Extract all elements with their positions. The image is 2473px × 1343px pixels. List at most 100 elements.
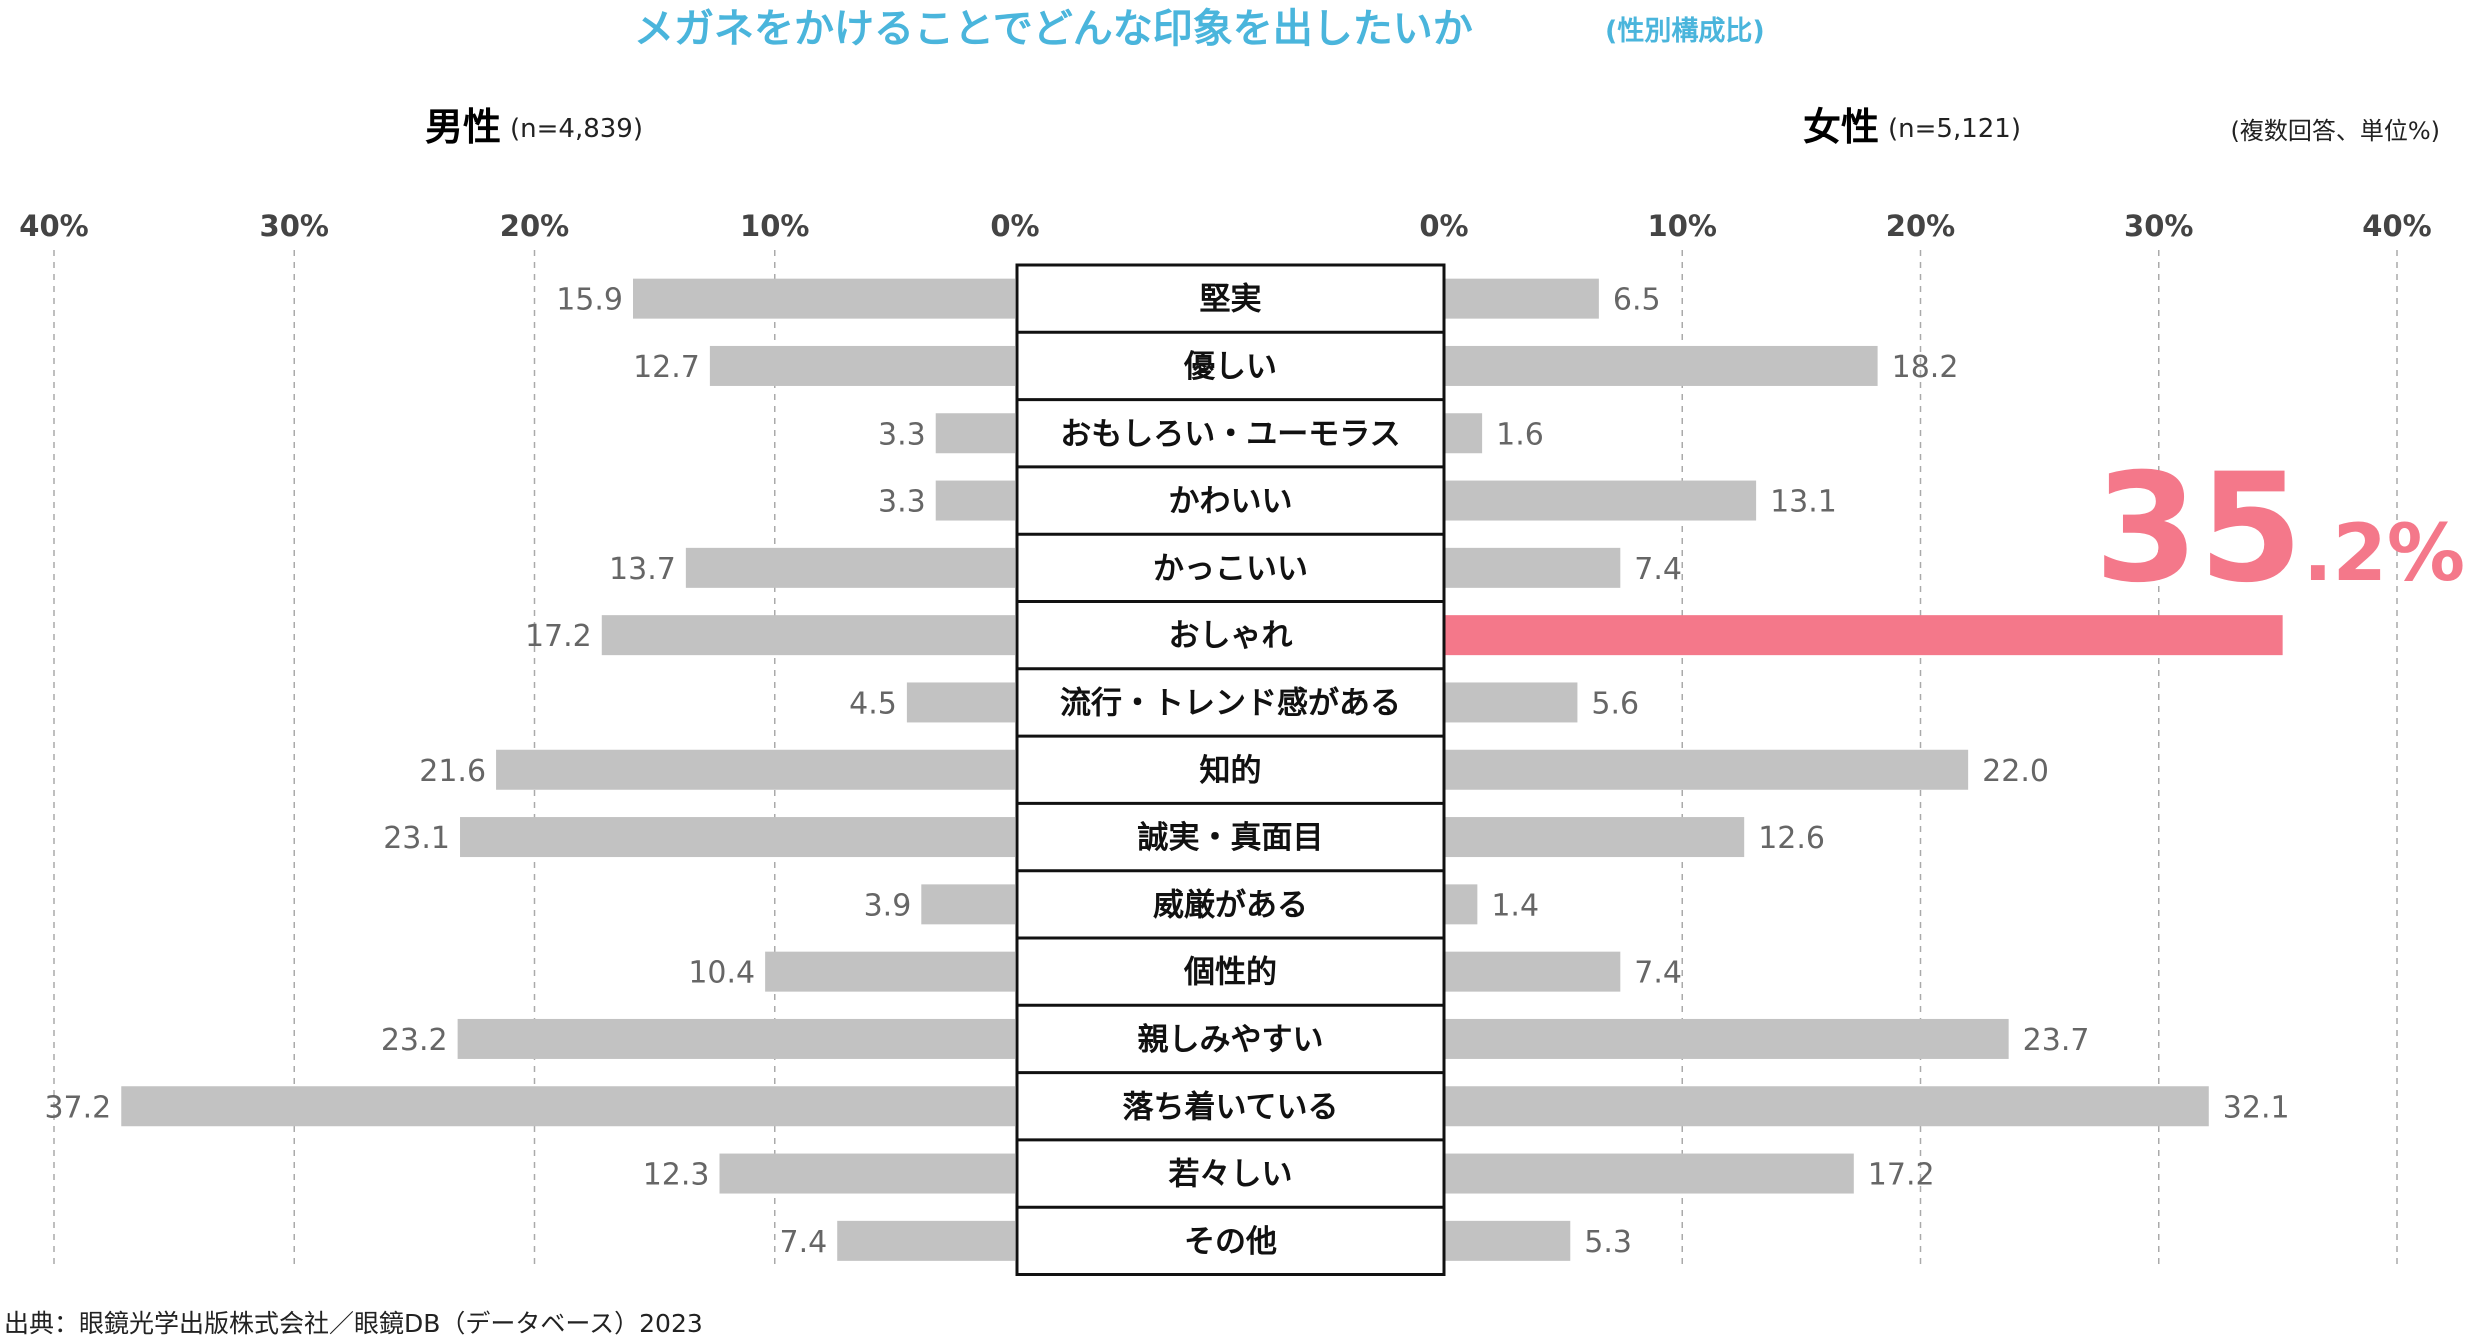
chart-subtitle: (性別構成比) (1605, 16, 1765, 47)
category-label: 誠実・真面目 (1138, 820, 1324, 856)
bar-female (1444, 1220, 1571, 1261)
tick-female-30: 30% (2124, 209, 2193, 243)
bar-female (1444, 682, 1578, 723)
bar-female (1444, 749, 1969, 790)
bar-male (935, 413, 1015, 454)
category-label: 個性的 (1183, 955, 1277, 991)
value-label-male: 7.4 (779, 1225, 827, 1260)
bar-female (1444, 951, 1621, 992)
bars (121, 278, 2283, 1261)
category-label: かわいい (1169, 484, 1293, 520)
category-label: おもしろい・ユーモラス (1060, 416, 1400, 452)
tick-male-0: 0% (990, 209, 1039, 243)
axis-ticks: 0% 0% 10% 10% 20% 20% 30% 30% 40% 40% (19, 209, 2431, 243)
value-label-female: 1.6 (1496, 417, 1544, 452)
category-label: 知的 (1200, 753, 1262, 789)
bar-female (1444, 1018, 2009, 1059)
bar-female (1444, 884, 1478, 925)
category-column: 堅実優しいおもしろい・ユーモラスかわいいかっこいいおしゃれ流行・トレンド感がある… (1015, 263, 1446, 1276)
category-label: 優しい (1183, 349, 1277, 385)
value-label-male: 3.3 (878, 485, 926, 520)
source-note: 出典：眼鏡光学出版株式会社／眼鏡DB（データベース）2023 (4, 1309, 703, 1338)
category-label: その他 (1184, 1224, 1277, 1260)
value-label-female: 7.4 (1634, 956, 1682, 991)
value-label-male: 3.9 (864, 888, 912, 923)
category-label: 威厳がある (1153, 887, 1308, 923)
value-label-female: 18.2 (1892, 350, 1959, 385)
value-label-female: 5.6 (1591, 686, 1639, 721)
bar-female (1444, 817, 1745, 858)
highlight-value-dec: .2% (2303, 509, 2465, 599)
category-label: 堅実 (1200, 282, 1262, 318)
value-label-male: 23.2 (381, 1023, 448, 1058)
value-label-male: 4.5 (849, 686, 897, 721)
bar-male (709, 345, 1015, 386)
bar-female (1444, 480, 1757, 521)
value-label-female: 12.6 (1758, 821, 1825, 856)
bar-female (1444, 278, 1599, 319)
bar-female (1444, 1153, 1854, 1194)
bar-male (685, 547, 1015, 588)
male-n-label: (n=4,839) (510, 114, 643, 144)
value-label-male: 17.2 (525, 619, 592, 654)
category-label: 落ち着いている (1122, 1089, 1338, 1125)
bar-male (837, 1220, 1015, 1261)
value-label-female: 6.5 (1613, 283, 1661, 318)
tick-male-10: 10% (740, 209, 809, 243)
bar-female-highlight (1444, 615, 2283, 656)
value-label-male: 10.4 (688, 956, 755, 991)
value-label-female: 1.4 (1491, 888, 1539, 923)
value-label-female: 13.1 (1770, 485, 1837, 520)
category-label: かっこいい (1153, 551, 1308, 587)
bar-female (1444, 345, 1878, 386)
value-label-male: 15.9 (556, 283, 623, 318)
bar-male (935, 480, 1015, 521)
chart-title: メガネをかけることでどんな印象を出したいか (634, 6, 1473, 52)
unit-note: (複数回答、単位%) (2230, 117, 2440, 145)
bar-male (460, 817, 1016, 858)
highlight-callout: 35.2% (2094, 442, 2465, 616)
tick-female-40: 40% (2362, 209, 2431, 243)
tick-female-20: 20% (1886, 209, 1955, 243)
bar-male (601, 615, 1015, 656)
value-label-female: 32.1 (2223, 1090, 2290, 1125)
highlight-value-int: 35 (2094, 442, 2303, 616)
tick-female-0: 0% (1419, 209, 1468, 243)
value-label-male: 12.3 (643, 1158, 710, 1193)
bar-male (921, 884, 1015, 925)
bar-male (457, 1018, 1015, 1059)
category-label: 親しみやすい (1138, 1022, 1324, 1058)
value-label-female: 22.0 (1982, 754, 2049, 789)
category-label: 若々しい (1169, 1157, 1293, 1193)
bar-male (906, 682, 1015, 723)
value-label-male: 3.3 (878, 417, 926, 452)
bar-male (121, 1086, 1015, 1127)
value-labels: 15.9 6.5 12.7 18.2 3.3 1.6 3.3 13.1 13.7 7.4 17.2 4… (44, 283, 2289, 1260)
value-label-female: 7.4 (1634, 552, 1682, 587)
bar-female (1444, 413, 1483, 454)
tick-female-10: 10% (1648, 209, 1717, 243)
male-label: 男性 (425, 105, 501, 149)
category-label: 流行・トレンド感がある (1060, 685, 1401, 721)
category-box (1015, 263, 1446, 1276)
value-label-male: 21.6 (419, 754, 486, 789)
value-label-female: 17.2 (1868, 1158, 1935, 1193)
value-label-male: 37.2 (44, 1090, 111, 1125)
tick-male-20: 20% (500, 209, 569, 243)
tick-male-30: 30% (260, 209, 329, 243)
category-label: おしゃれ (1169, 618, 1293, 654)
value-label-male: 12.7 (633, 350, 700, 385)
value-label-female: 23.7 (2023, 1023, 2090, 1058)
value-label-female: 5.3 (1584, 1225, 1632, 1260)
bar-male (719, 1153, 1015, 1194)
value-label-male: 23.1 (383, 821, 450, 856)
bar-male (496, 749, 1015, 790)
bar-female (1444, 547, 1621, 588)
female-label: 女性 (1803, 105, 1879, 149)
tick-male-40: 40% (19, 209, 88, 243)
bar-male (633, 278, 1015, 319)
value-label-male: 13.7 (609, 552, 676, 587)
bar-female (1444, 1086, 2209, 1127)
bar-male (765, 951, 1015, 992)
